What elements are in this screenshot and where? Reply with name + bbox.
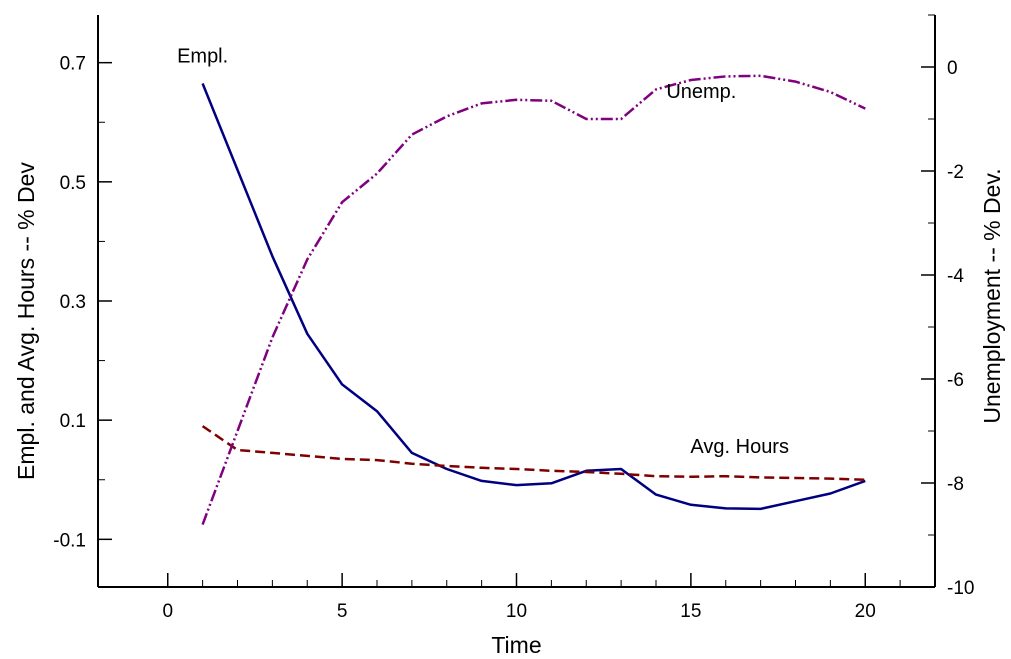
x-axis-title: Time <box>491 632 541 658</box>
y-left-tick-label: 0.3 <box>60 292 86 313</box>
y-right-tick-label: -10 <box>947 578 974 599</box>
annotation-empl: Empl. <box>177 46 228 68</box>
y-left-tick-label: 0.1 <box>60 411 86 432</box>
axes <box>97 14 936 588</box>
y-left-tick-label: 0.5 <box>60 173 86 194</box>
annotation-avg-hours: Avg. Hours <box>690 436 789 458</box>
y-right-tick-label: -6 <box>947 370 964 391</box>
series-layer <box>201 74 866 526</box>
labels-layer: 0 5 10 15 20 0.7 0.5 0.3 0.1 -0.1 0 -2 -4 -6 -8 -10 Time… <box>13 46 1005 658</box>
annotation-unemp: Unemp. <box>666 81 736 103</box>
y-axis-right-title: Unemployment -- % Dev. <box>979 168 1005 423</box>
series-line-avg-hours <box>201 425 866 482</box>
x-tick-label: 20 <box>855 601 876 622</box>
y-axis-left-title: Empl. and Avg. Hours -- % Dev <box>13 162 39 480</box>
series-line-empl <box>201 83 866 511</box>
x-tick-label: 15 <box>680 601 701 622</box>
y-left-tick-label: -0.1 <box>53 530 86 551</box>
y-right-tick-label: -8 <box>947 474 964 495</box>
y-right-tick-label: 0 <box>947 58 958 79</box>
x-tick-label: 0 <box>162 601 173 622</box>
y-right-tick-label: -4 <box>947 266 964 287</box>
x-tick-label: 5 <box>337 601 348 622</box>
series-line-unemp <box>201 74 866 526</box>
x-tick-label: 10 <box>506 601 527 622</box>
y-left-tick-label: 0.7 <box>60 54 86 75</box>
y-right-tick-label: -2 <box>947 162 964 183</box>
